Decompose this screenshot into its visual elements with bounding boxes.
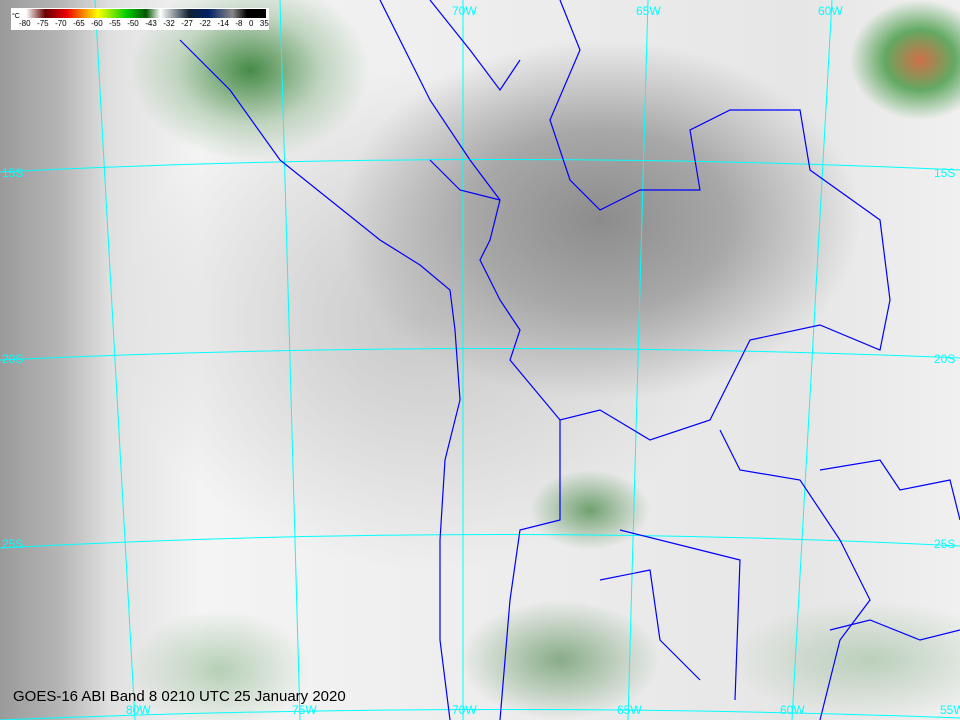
lake-titicaca-area [429, 159, 501, 201]
coastline [179, 39, 461, 720]
grid-label-bottom: 65W [617, 703, 642, 717]
colorbar-tick: -75 [37, 19, 49, 28]
colorbar-tick: -65 [73, 19, 85, 28]
colorbar-tick: -80 [19, 19, 31, 28]
colorbar-unit: °C [12, 13, 20, 20]
lon-line-75w [279, 0, 301, 720]
peru-border [429, 0, 521, 92]
colorbar-tick: 0 [248, 19, 254, 28]
paraguay-argentina-border [719, 429, 871, 720]
grid-label-right: 25S [934, 537, 956, 551]
colorbar-tick: -50 [127, 19, 139, 28]
colorbar-tick: -14 [217, 19, 229, 28]
grid-label-right: 15S [934, 166, 956, 180]
colorbar-tick: -22 [199, 19, 211, 28]
lon-line-60w [791, 0, 833, 720]
brazil-border [819, 459, 960, 521]
grid-label-bottom: 70W [452, 703, 477, 717]
colorbar-ticks: -80 -75 -70 -65 -60 -55 -50 -43 -32 -27 … [19, 19, 269, 28]
colorbar-tick: -32 [163, 19, 175, 28]
bolivia-border [379, 0, 891, 441]
province-border [619, 529, 741, 701]
province-border-2 [599, 569, 701, 681]
lat-line-20s [0, 347, 960, 361]
colorbar-legend: °C -80 -75 -70 -65 -60 -55 -50 -43 -32 -… [11, 8, 269, 30]
colorbar-tick: 35 [259, 19, 269, 28]
grid-label-bottom: 75W [292, 703, 317, 717]
grid-label-bottom: 55W [940, 703, 960, 717]
colorbar-tick: -8 [235, 19, 243, 28]
grid-label-top: 60W [818, 4, 843, 18]
colorbar-gradient [26, 9, 266, 18]
lat-line-15s [0, 158, 960, 173]
colorbar-tick: -55 [109, 19, 121, 28]
grid-label-bottom: 60W [780, 703, 805, 717]
country-borders [179, 0, 960, 720]
colorbar-tick: -27 [181, 19, 193, 28]
parana-river [829, 619, 960, 641]
lat-line-25s [0, 533, 960, 549]
grid-label-top: 65W [636, 4, 661, 18]
grid-label-left: 20S [2, 352, 24, 366]
grid-label-left: 15S [2, 166, 24, 180]
chile-argentina-border [499, 420, 561, 720]
grid-label-right: 20S [934, 352, 956, 366]
image-caption: GOES-16 ABI Band 8 0210 UTC 25 January 2… [13, 688, 346, 705]
colorbar-tick: -43 [145, 19, 157, 28]
grid-label-left: 25S [2, 537, 24, 551]
grid-label-top: 70W [452, 4, 477, 18]
lon-line-65w [627, 0, 649, 720]
lon-line-80w [94, 0, 136, 720]
colorbar-tick: -70 [55, 19, 67, 28]
grid-label-bottom: 80W [126, 703, 151, 717]
colorbar-tick: -60 [91, 19, 103, 28]
lat-line-30s [0, 708, 960, 720]
